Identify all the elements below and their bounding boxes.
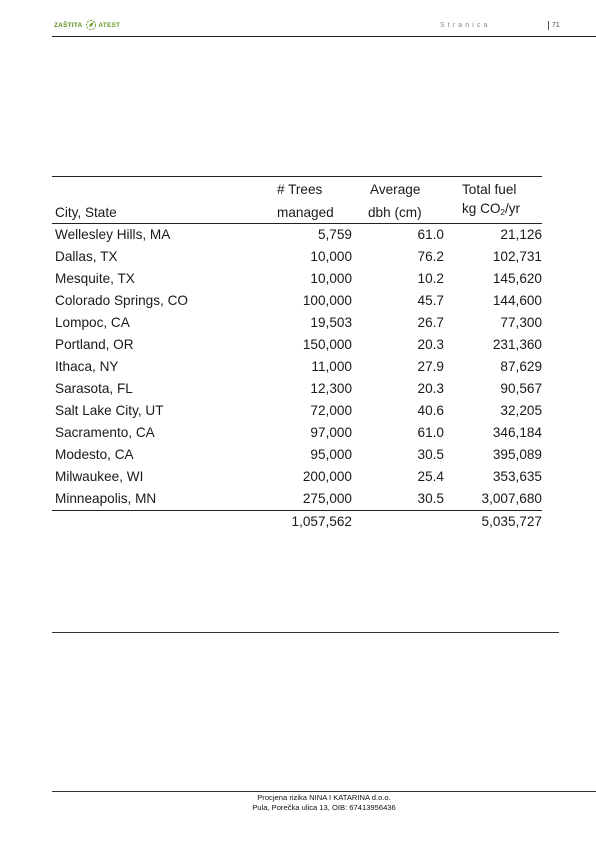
page-footer: Procjena rizika NINA I KATARINA d.o.o. P… bbox=[52, 793, 596, 812]
header-city: City, State bbox=[52, 199, 274, 224]
header-dbh: dbh (cm) bbox=[352, 199, 444, 224]
cell-trees: 10,000 bbox=[310, 249, 352, 264]
cell-trees: 10,000 bbox=[310, 271, 352, 286]
table-header-row-bottom: City, State managed dbh (cm) kg CO2/yr bbox=[52, 199, 542, 224]
cell-trees: 200,000 bbox=[302, 469, 352, 484]
table-row: Salt Lake City, UT 72,000 40.6 32,205 bbox=[52, 400, 542, 422]
cell-dbh: 30.5 bbox=[417, 447, 444, 462]
cell-city: Salt Lake City, UT bbox=[55, 403, 164, 418]
cell-dbh: 76.2 bbox=[417, 249, 444, 264]
company-logo: ZAŠTITA ATEST bbox=[54, 18, 120, 32]
header-top-trees: # Trees bbox=[274, 176, 352, 199]
cell-fuel: 346,184 bbox=[492, 425, 542, 440]
cell-fuel: 21,126 bbox=[500, 227, 542, 242]
cell-fuel: 395,089 bbox=[492, 447, 542, 462]
cell-dbh: 27.9 bbox=[417, 359, 444, 374]
cell-fuel: 32,205 bbox=[500, 403, 542, 418]
table-row: Portland, OR 150,000 20.3 231,360 bbox=[52, 334, 542, 356]
header-rule bbox=[52, 36, 596, 37]
cell-city: Mesquite, TX bbox=[55, 271, 135, 286]
cell-city: Modesto, CA bbox=[55, 447, 134, 462]
table-row: Lompoc, CA 19,503 26.7 77,300 bbox=[52, 312, 542, 334]
tree-fuel-table: # Trees Average Total fuel City, State m… bbox=[52, 176, 542, 533]
cell-dbh: 61.0 bbox=[417, 425, 444, 440]
cell-city: Sacramento, CA bbox=[55, 425, 155, 440]
page-header: ZAŠTITA ATEST Stranica 71 bbox=[52, 18, 596, 36]
page-label: Stranica bbox=[440, 22, 491, 29]
header-top-fuel: Total fuel bbox=[444, 176, 542, 199]
cell-city: Sarasota, FL bbox=[55, 381, 133, 396]
totals-dbh-empty bbox=[352, 511, 444, 534]
cell-trees: 72,000 bbox=[310, 403, 352, 418]
cell-dbh: 26.7 bbox=[417, 315, 444, 330]
table-row: Sarasota, FL 12,300 20.3 90,567 bbox=[52, 378, 542, 400]
cell-trees: 95,000 bbox=[310, 447, 352, 462]
table-row: Dallas, TX 10,000 76.2 102,731 bbox=[52, 246, 542, 268]
cell-trees: 11,000 bbox=[311, 359, 352, 374]
total-fuel: 5,035,727 bbox=[481, 514, 542, 529]
logo-leaf-icon bbox=[86, 19, 97, 31]
cell-dbh: 20.3 bbox=[417, 337, 444, 352]
page-number: 71 bbox=[552, 22, 560, 29]
cell-city: Milwaukee, WI bbox=[55, 469, 144, 484]
cell-fuel: 145,620 bbox=[492, 271, 542, 286]
cell-dbh: 40.6 bbox=[417, 403, 444, 418]
cell-city: Wellesley Hills, MA bbox=[55, 227, 171, 242]
cell-dbh: 20.3 bbox=[417, 381, 444, 396]
cell-fuel: 90,567 bbox=[500, 381, 542, 396]
logo-word-atest: ATEST bbox=[98, 21, 121, 29]
total-trees: 1,057,562 bbox=[291, 514, 352, 529]
cell-fuel: 77,300 bbox=[500, 315, 542, 330]
cell-city: Ithaca, NY bbox=[55, 359, 119, 374]
totals-city-empty bbox=[52, 511, 274, 534]
cell-trees: 97,000 bbox=[310, 425, 352, 440]
cell-fuel: 3,007,680 bbox=[444, 488, 542, 511]
table-row: Milwaukee, WI 200,000 25.4 353,635 bbox=[52, 466, 542, 488]
cell-fuel: 231,360 bbox=[492, 337, 542, 352]
header-fuel: kg CO2/yr bbox=[444, 199, 542, 224]
logo-word-zastita: ZAŠTITA bbox=[54, 21, 83, 29]
footer-company: Procjena rizika NINA I KATARINA d.o.o. bbox=[257, 793, 391, 802]
table-totals-row: 1,057,562 5,035,727 bbox=[52, 511, 542, 534]
cell-fuel: 353,635 bbox=[492, 469, 542, 484]
footer-rule bbox=[52, 791, 596, 792]
cell-dbh: 30.5 bbox=[352, 488, 444, 511]
figure-bottom-rule bbox=[52, 632, 559, 633]
header-fuel-suffix: /yr bbox=[504, 201, 521, 216]
table-row: Minneapolis, MN 275,000 30.5 3,007,680 bbox=[52, 488, 542, 511]
cell-city: Lompoc, CA bbox=[55, 315, 130, 330]
cell-trees: 19,503 bbox=[310, 315, 352, 330]
header-top-city bbox=[52, 176, 274, 199]
cell-trees: 150,000 bbox=[302, 337, 352, 352]
header-fuel-subscript: 2 bbox=[500, 208, 505, 217]
cell-city: Minneapolis, MN bbox=[52, 488, 274, 511]
cell-fuel: 102,731 bbox=[492, 249, 542, 264]
table-row: Ithaca, NY 11,000 27.9 87,629 bbox=[52, 356, 542, 378]
cell-trees: 5,759 bbox=[317, 227, 352, 242]
cell-fuel: 87,629 bbox=[500, 359, 542, 374]
table-row: Wellesley Hills, MA 5,759 61.0 21,126 bbox=[52, 224, 542, 247]
cell-city: Colorado Springs, CO bbox=[55, 293, 188, 308]
cell-dbh: 25.4 bbox=[417, 469, 444, 484]
cell-city: Dallas, TX bbox=[55, 249, 118, 264]
table-row: Sacramento, CA 97,000 61.0 346,184 bbox=[52, 422, 542, 444]
cell-fuel: 144,600 bbox=[492, 293, 542, 308]
page-separator bbox=[548, 21, 549, 30]
footer-address: Pula, Porečka ulica 13, OIB: 67413956436 bbox=[252, 802, 396, 812]
cell-dbh: 61.0 bbox=[417, 227, 444, 242]
cell-dbh: 10.2 bbox=[417, 271, 444, 286]
table-row: Colorado Springs, CO 100,000 45.7 144,60… bbox=[52, 290, 542, 312]
table-row: Mesquite, TX 10,000 10.2 145,620 bbox=[52, 268, 542, 290]
cell-dbh: 45.7 bbox=[417, 293, 444, 308]
header-fuel-prefix: kg CO bbox=[462, 201, 501, 216]
header-trees: managed bbox=[274, 199, 352, 224]
cell-trees: 100,000 bbox=[302, 293, 352, 308]
cell-trees: 275,000 bbox=[274, 488, 352, 511]
header-top-dbh: Average bbox=[352, 176, 444, 199]
table-row: Modesto, CA 95,000 30.5 395,089 bbox=[52, 444, 542, 466]
cell-trees: 12,300 bbox=[310, 381, 352, 396]
table-header-row-top: # Trees Average Total fuel bbox=[52, 176, 542, 199]
cell-city: Portland, OR bbox=[55, 337, 134, 352]
